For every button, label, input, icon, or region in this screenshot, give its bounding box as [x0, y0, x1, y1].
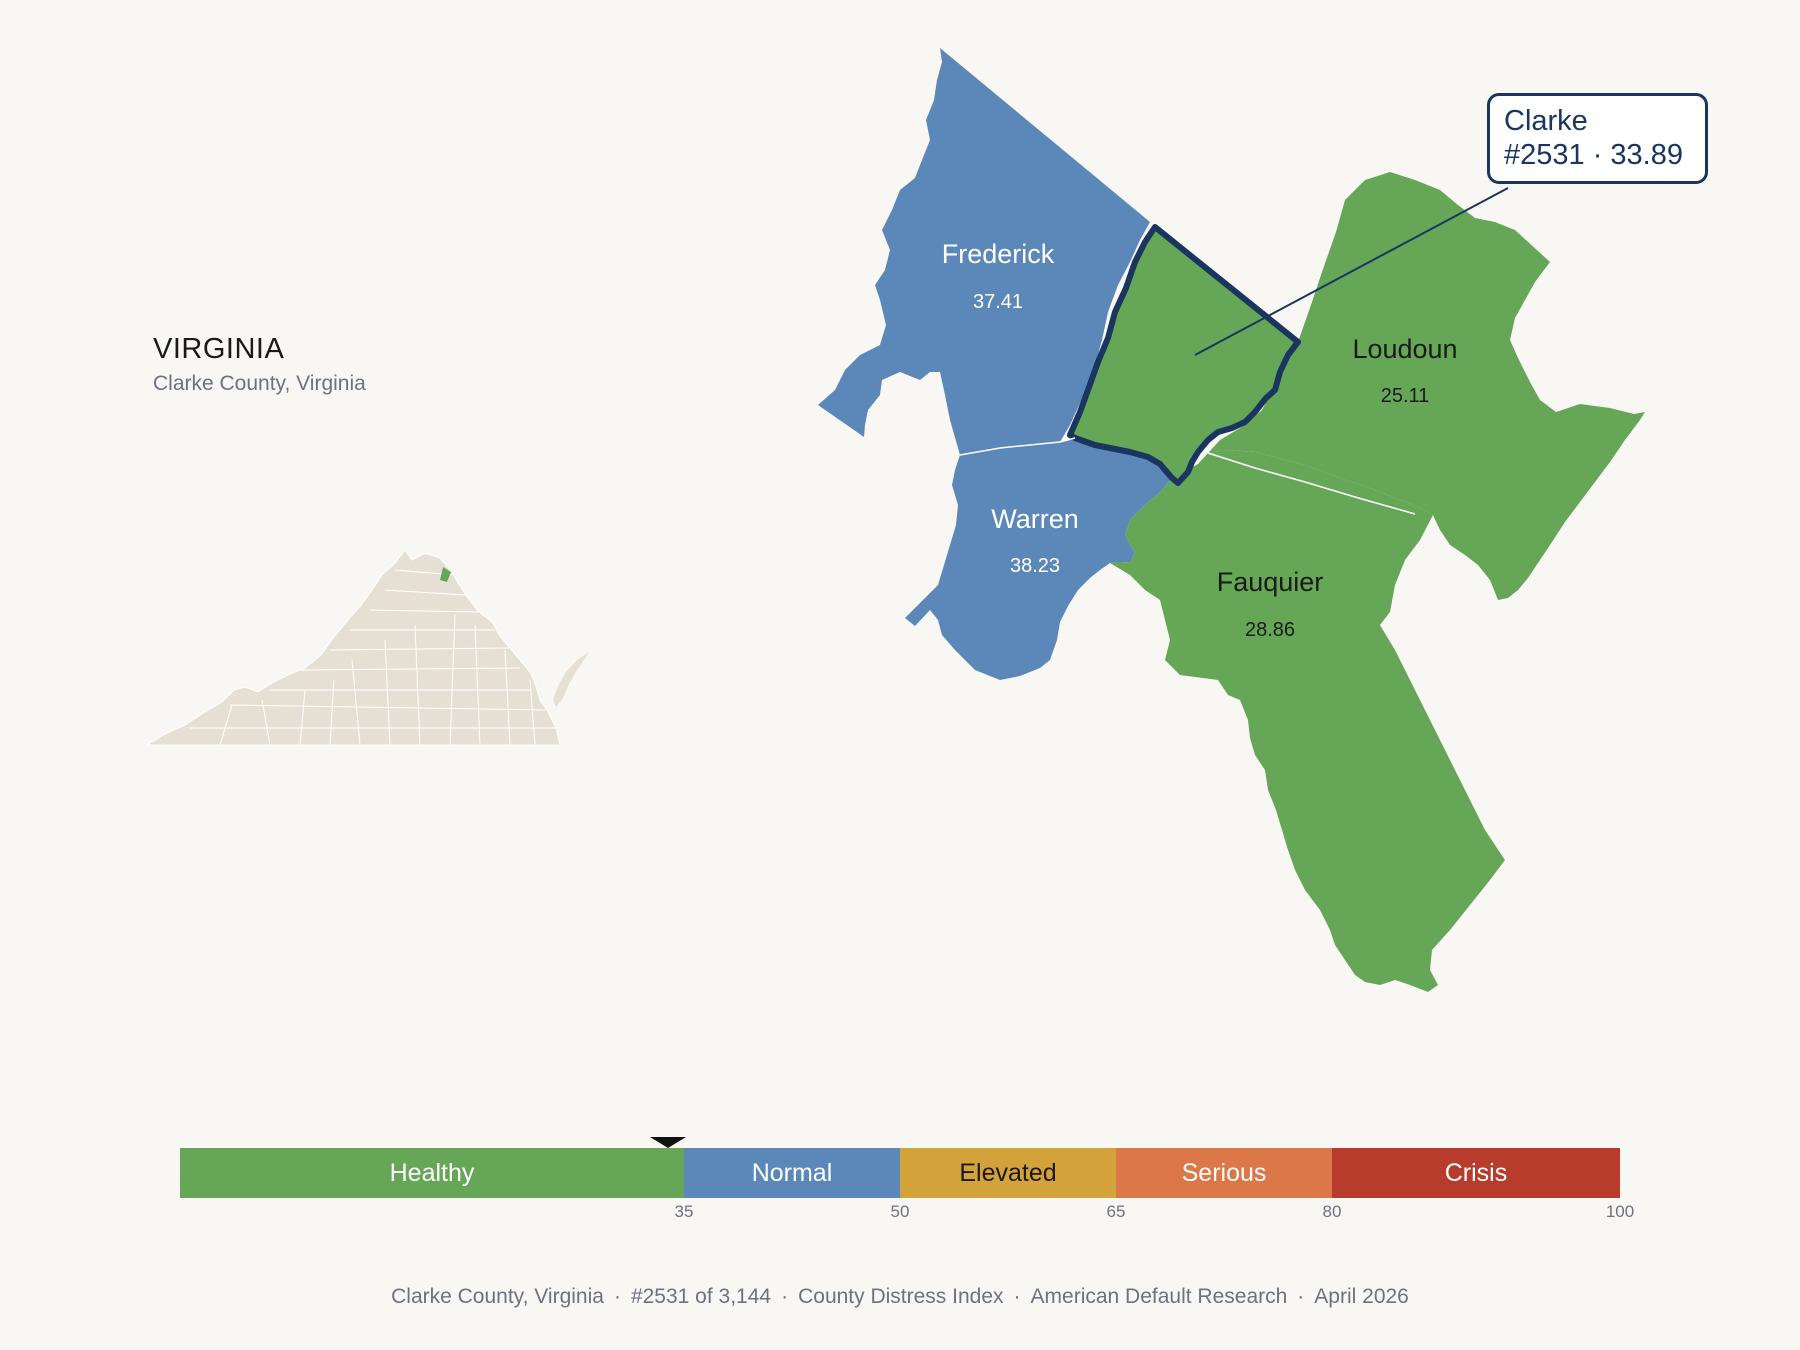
footer-rank: #2531 of 3,144	[630, 1285, 772, 1308]
footer-separator: ·	[613, 1285, 621, 1308]
scale-segment-healthy: Healthy	[180, 1148, 684, 1198]
scale-segment-serious: Serious	[1116, 1148, 1332, 1198]
virginia-inset	[145, 549, 590, 746]
scale-tick-50: 50	[890, 1202, 910, 1221]
fauquier-name-label: Fauquier	[1217, 567, 1324, 597]
callout-leader-line	[1194, 187, 1509, 356]
footer-org: American Default Research	[1030, 1285, 1288, 1308]
scale-segment-normal: Normal	[684, 1148, 900, 1198]
loudoun-score-label: 25.11	[1381, 385, 1430, 407]
county-warren[interactable]	[905, 438, 1172, 680]
border-frederick-warren	[959, 437, 1076, 456]
scale-segment-crisis: Crisis	[1332, 1148, 1620, 1198]
distress-scale: Healthy Normal Elevated Serious Crisis	[180, 1148, 1620, 1198]
county-frederick[interactable]	[818, 48, 1150, 455]
loudoun-name-label: Loudoun	[1352, 334, 1457, 364]
warren-name-label: Warren	[991, 504, 1079, 534]
footer-index: County Distress Index	[798, 1285, 1004, 1308]
footer-separator: ·	[1297, 1285, 1305, 1308]
warren-score-label: 38.23	[1010, 555, 1060, 577]
virginia-inset-eastern-shore	[553, 651, 590, 707]
footer-separator: ·	[781, 1285, 789, 1308]
state-title: VIRGINIA	[153, 333, 285, 365]
score-marker-icon	[650, 1137, 686, 1148]
scale-segment-elevated: Elevated	[900, 1148, 1116, 1198]
counties	[818, 48, 1645, 992]
scale-tick-35: 35	[674, 1202, 694, 1221]
state-subtitle: Clarke County, Virginia	[153, 372, 366, 395]
frederick-name-label: Frederick	[942, 239, 1055, 269]
virginia-inset-state	[145, 549, 561, 746]
footer-separator: ·	[1013, 1285, 1021, 1308]
footer: Clarke County, Virginia · #2531 of 3,144 · C…	[0, 1285, 1800, 1309]
clarke-callout: Clarke #2531 · 33.89	[1487, 93, 1708, 184]
county-clarke[interactable]	[1067, 224, 1301, 486]
virginia-inset-county-lines	[190, 569, 560, 746]
border-loudoun-fauquier	[1207, 452, 1416, 515]
frederick-score-label: 37.41	[973, 291, 1023, 313]
scale-tick-100: 100	[1605, 1202, 1635, 1221]
footer-date: April 2026	[1314, 1285, 1409, 1308]
county-loudoun[interactable]	[1198, 172, 1645, 600]
callout-rank-score: #2531 · 33.89	[1504, 139, 1683, 171]
fauquier-score-label: 28.86	[1245, 619, 1295, 641]
scale-tick-80: 80	[1322, 1202, 1342, 1221]
footer-place: Clarke County, Virginia	[391, 1285, 604, 1308]
county-fauquier[interactable]	[1110, 450, 1505, 992]
county-labels: Frederick 37.41 Warren 38.23 Loudoun 25.…	[942, 239, 1458, 641]
virginia-inset-clarke	[440, 567, 451, 582]
scale-tick-65: 65	[1106, 1202, 1126, 1221]
callout-county-name: Clarke	[1504, 105, 1588, 137]
